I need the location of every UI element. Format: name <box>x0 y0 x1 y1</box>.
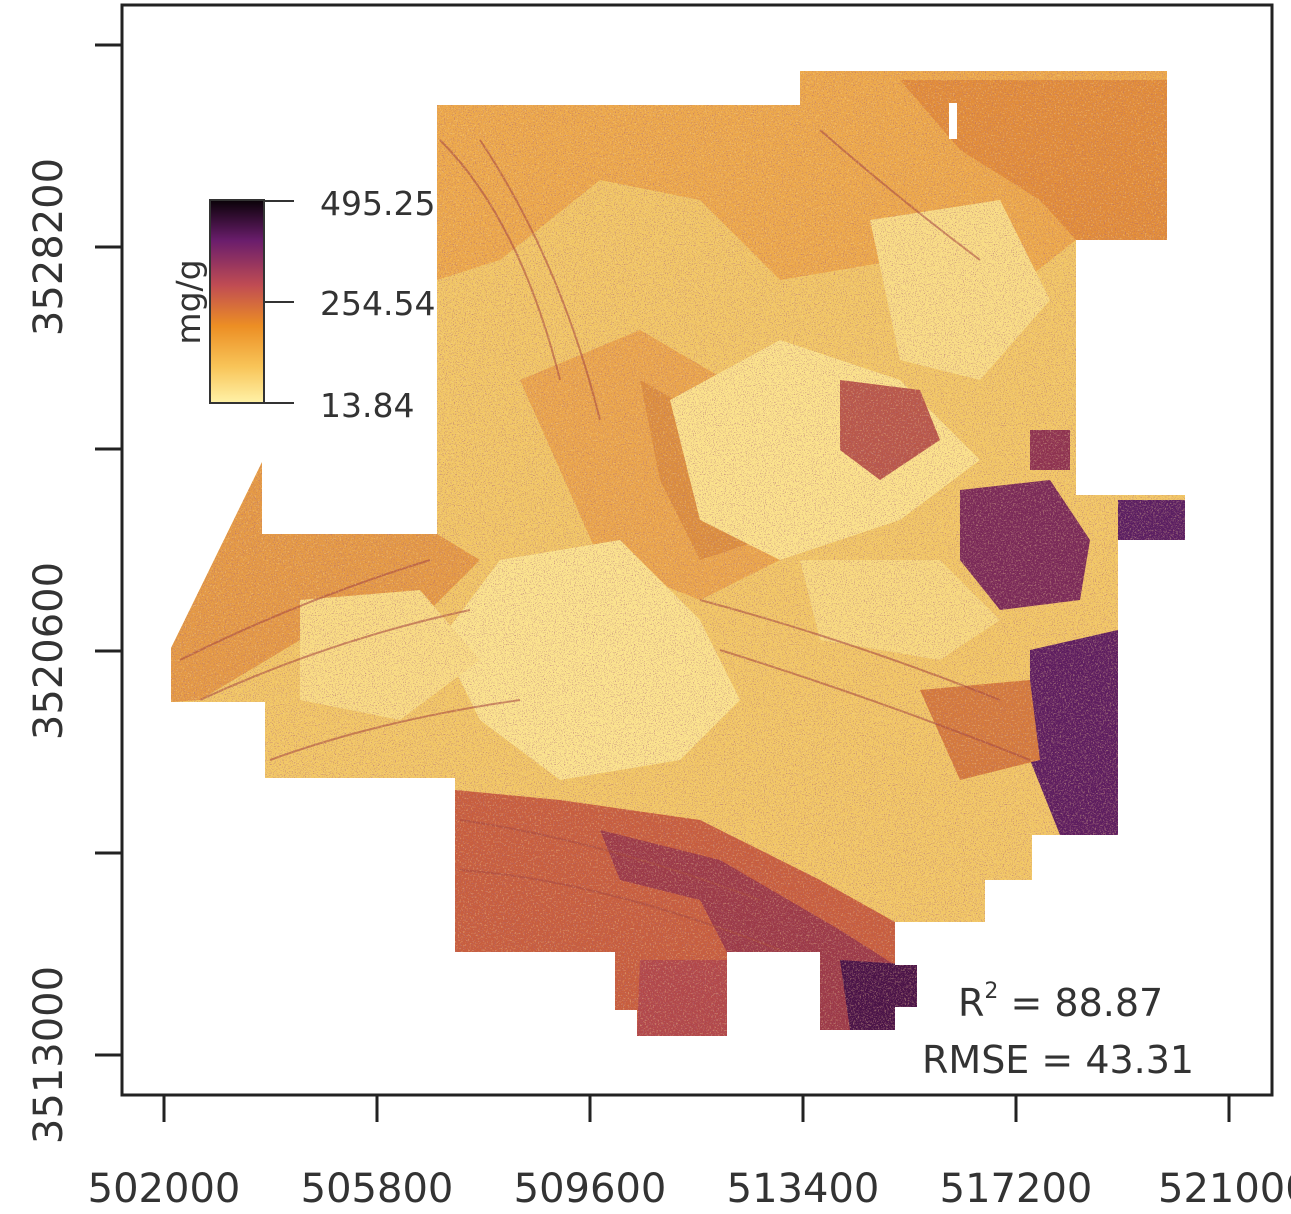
x-tick-label: 521000 <box>1158 1166 1291 1212</box>
x-tick-label: 517200 <box>940 1166 1093 1212</box>
y-axis <box>95 43 122 1057</box>
x-tick-label: 505800 <box>301 1166 454 1212</box>
rmse-label: RMSE = 43.31 <box>922 1038 1194 1082</box>
x-axis <box>162 1095 1231 1122</box>
y-tick-label: 3520600 <box>26 562 72 740</box>
x-tick-label: 509600 <box>514 1166 667 1212</box>
legend-unit-label: mg/g <box>169 259 208 344</box>
color-legend: 495.25 254.54 13.84 mg/g <box>169 184 435 425</box>
y-tick-label: 3528200 <box>26 158 72 336</box>
model-stats: R2 = 88.87 RMSE = 43.31 <box>922 979 1194 1082</box>
legend-colorbar <box>209 199 265 404</box>
y-tick-label: 3513000 <box>26 966 72 1144</box>
legend-max-label: 495.25 <box>320 184 435 223</box>
x-tick-label: 513400 <box>727 1166 880 1212</box>
x-tick-label: 502000 <box>88 1166 241 1212</box>
plot-frame <box>120 3 1274 1097</box>
legend-min-label: 13.84 <box>320 386 414 425</box>
legend-mid-label: 254.54 <box>320 284 435 323</box>
r2-label: R2 = 88.87 <box>958 979 1163 1025</box>
raster-map <box>171 71 1185 1036</box>
